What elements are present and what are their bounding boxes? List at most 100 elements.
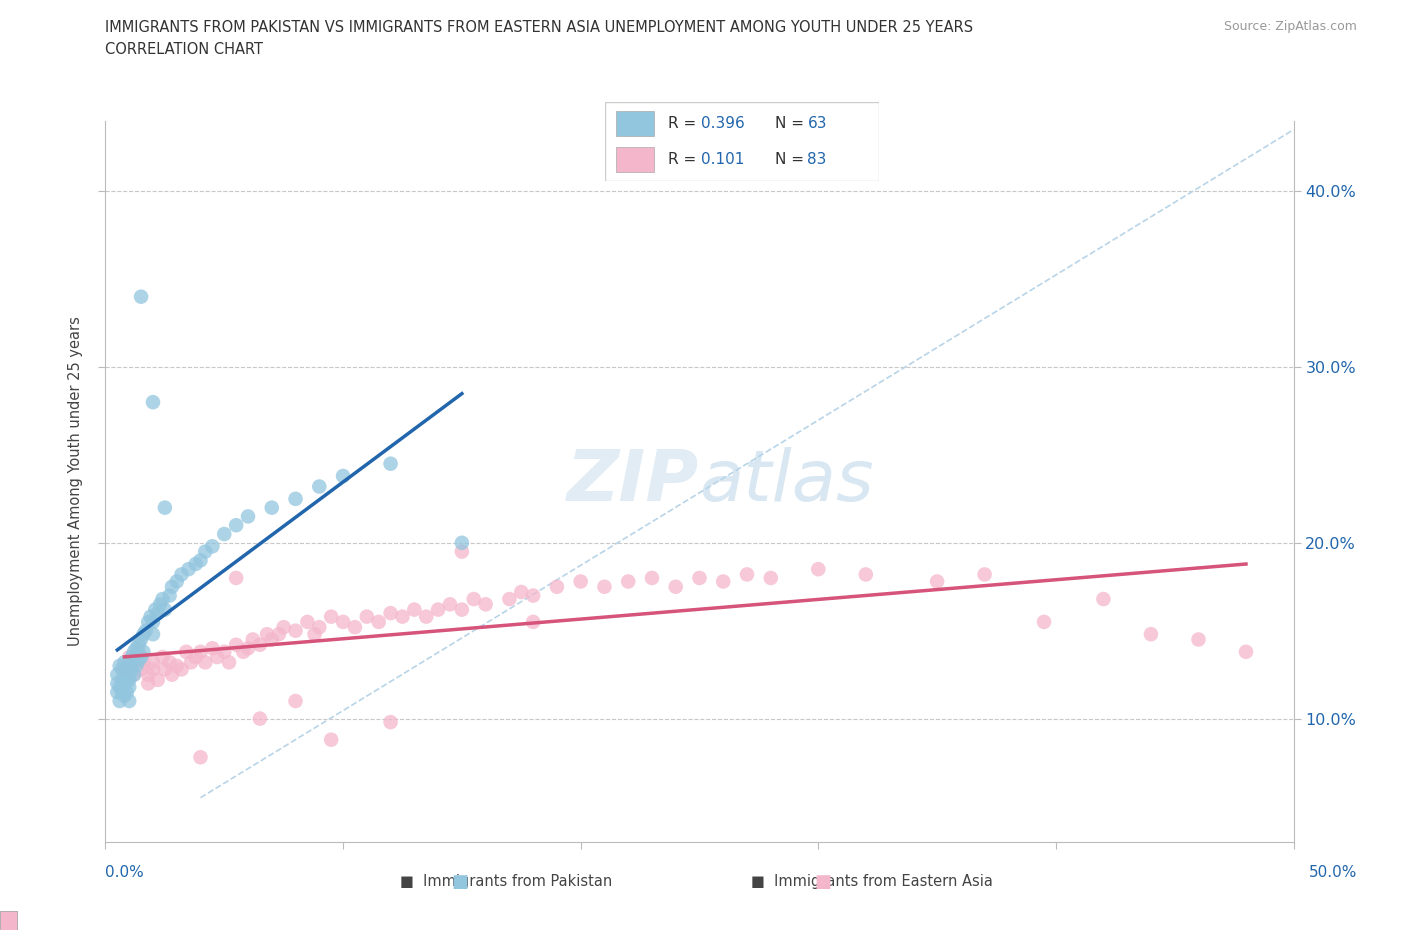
Text: ■  Immigrants from Eastern Asia: ■ Immigrants from Eastern Asia	[751, 874, 993, 889]
Point	[973, 567, 995, 582]
Point	[129, 650, 152, 665]
Point	[1234, 644, 1257, 659]
Point	[522, 588, 544, 603]
Point	[332, 469, 354, 484]
Point	[128, 637, 150, 652]
Point	[260, 632, 283, 647]
Point	[256, 627, 278, 642]
Point	[135, 623, 157, 638]
Text: 50.0%: 50.0%	[1309, 865, 1357, 880]
Point	[190, 750, 212, 764]
Point	[236, 641, 259, 656]
Point	[108, 680, 131, 695]
FancyBboxPatch shape	[616, 111, 654, 137]
Point	[1140, 627, 1163, 642]
Point	[214, 526, 236, 541]
Point	[105, 676, 128, 691]
Point	[115, 672, 138, 687]
Point	[925, 574, 948, 589]
Point	[735, 567, 758, 582]
Point	[284, 623, 307, 638]
FancyBboxPatch shape	[605, 102, 879, 181]
Point	[391, 609, 413, 624]
Point	[569, 574, 592, 589]
Point	[759, 570, 782, 585]
Text: atlas: atlas	[700, 446, 875, 516]
Point	[136, 615, 159, 630]
Point	[139, 609, 162, 624]
Point	[267, 627, 290, 642]
Point	[321, 732, 343, 747]
Point	[105, 684, 128, 699]
Point	[142, 615, 165, 630]
Point	[201, 641, 224, 656]
Point	[125, 658, 148, 673]
Point	[450, 544, 472, 559]
Point	[510, 585, 533, 600]
Point	[115, 684, 138, 699]
Point	[118, 694, 141, 709]
Text: 0.396: 0.396	[700, 116, 744, 131]
Point	[149, 597, 172, 612]
Point	[184, 650, 207, 665]
Point	[136, 667, 159, 682]
Text: N =: N =	[775, 116, 808, 131]
Point	[522, 615, 544, 630]
Text: 0.101: 0.101	[700, 152, 744, 166]
Point	[439, 597, 461, 612]
Point	[711, 574, 734, 589]
Point	[380, 714, 402, 729]
Point	[855, 567, 877, 582]
Point	[105, 667, 128, 682]
Point	[118, 655, 141, 670]
Point	[308, 619, 330, 634]
Point	[284, 694, 307, 709]
Point	[121, 662, 143, 677]
Point	[114, 662, 136, 677]
Point	[160, 667, 183, 682]
Point	[498, 591, 520, 606]
Text: 0.0%: 0.0%	[105, 865, 145, 880]
Point	[170, 567, 193, 582]
Point	[308, 479, 330, 494]
Point	[617, 574, 640, 589]
Point	[450, 536, 472, 551]
Point	[174, 644, 197, 659]
Point	[122, 667, 145, 682]
Point	[118, 680, 141, 695]
Point	[129, 632, 152, 647]
Text: ZIP: ZIP	[567, 446, 700, 516]
Point	[463, 591, 485, 606]
Point	[665, 579, 688, 594]
Point	[159, 588, 181, 603]
Point	[146, 605, 169, 620]
Point	[132, 627, 155, 642]
Point	[122, 644, 145, 659]
Point	[115, 662, 138, 677]
Point	[153, 602, 176, 617]
Point	[689, 570, 711, 585]
Point	[236, 509, 259, 524]
Point	[249, 637, 271, 652]
Point	[404, 602, 426, 617]
Point	[142, 627, 165, 642]
Point	[343, 619, 366, 634]
Point	[132, 655, 155, 670]
Text: Source: ZipAtlas.com: Source: ZipAtlas.com	[1223, 20, 1357, 33]
Point	[152, 591, 174, 606]
Point	[1092, 591, 1115, 606]
Text: 63: 63	[807, 116, 827, 131]
Point	[152, 650, 174, 665]
Point	[142, 394, 165, 409]
Point	[132, 644, 155, 659]
Point	[427, 602, 450, 617]
Point	[332, 615, 354, 630]
Point	[807, 562, 830, 577]
Point	[641, 570, 664, 585]
Point	[129, 289, 152, 304]
Point	[142, 662, 165, 677]
Point	[125, 641, 148, 656]
Point	[128, 644, 150, 659]
Point	[111, 662, 134, 677]
Text: R =: R =	[668, 152, 700, 166]
